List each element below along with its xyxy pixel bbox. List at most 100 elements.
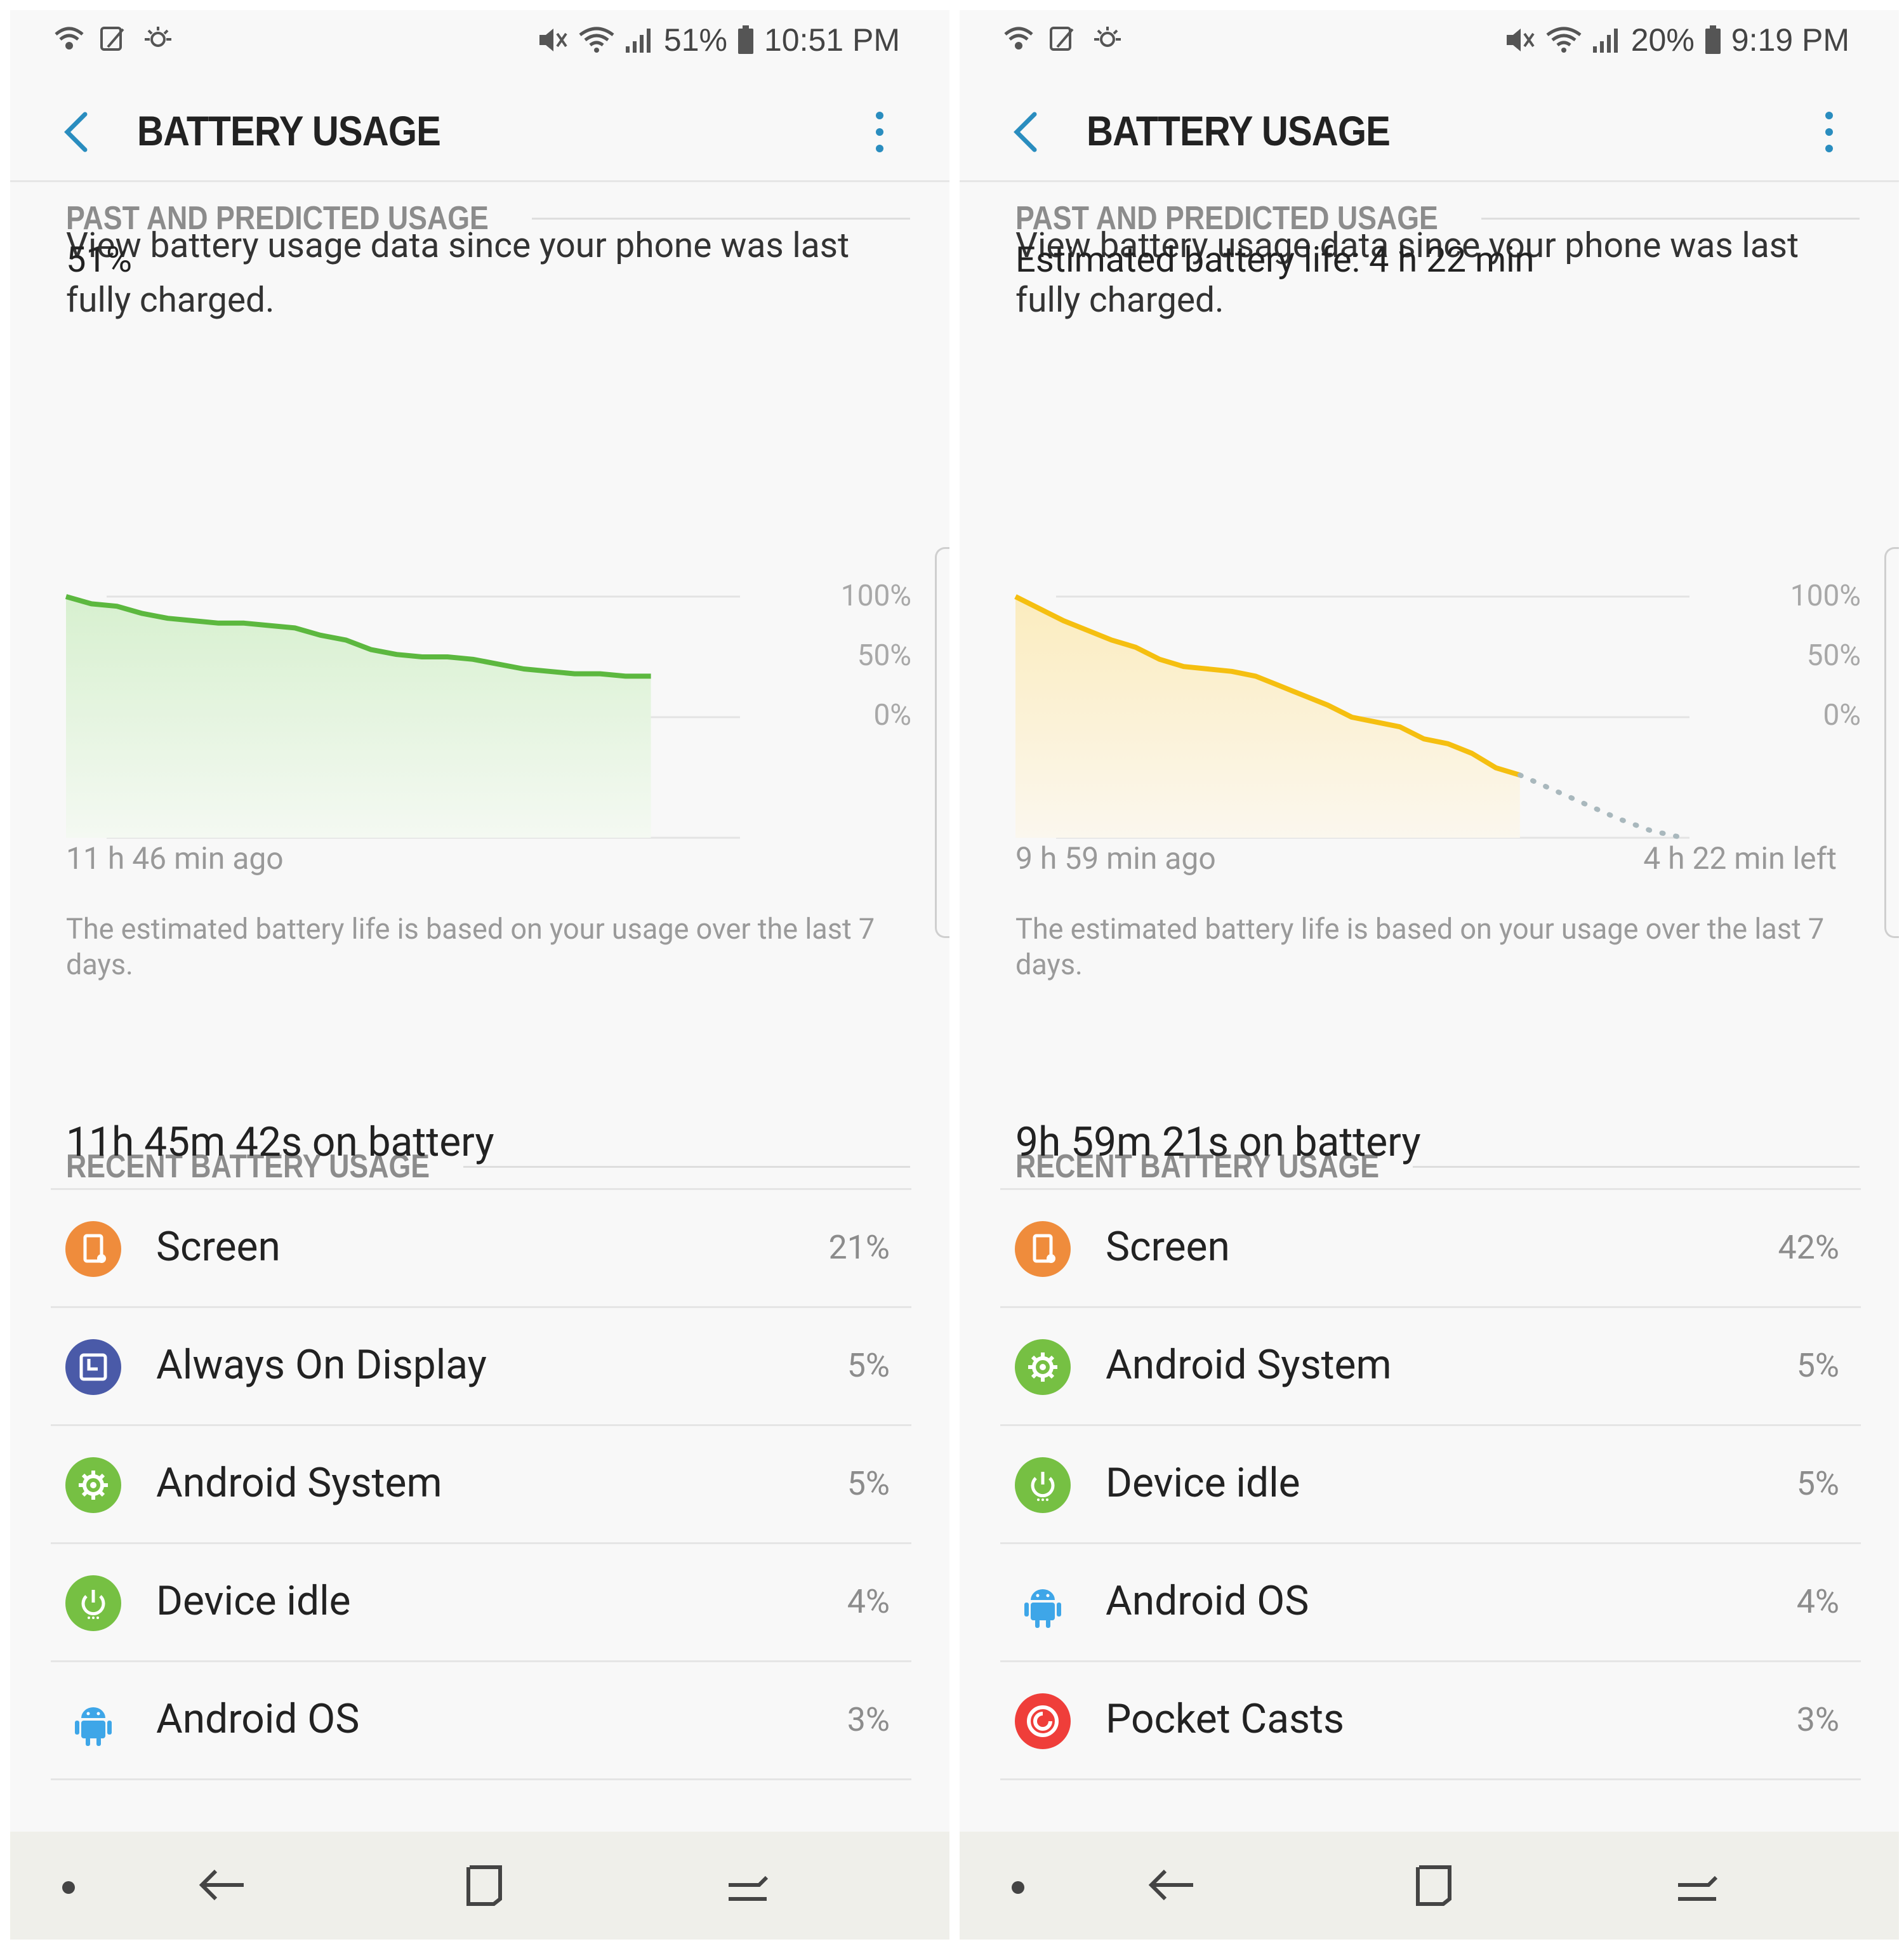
predicted-usage-line (1517, 772, 1686, 840)
page-title: BATTERY USAGE (137, 107, 441, 154)
app-usage-row[interactable]: Android OS 3% (51, 1660, 911, 1780)
y-tick-100: 100% (1790, 579, 1861, 613)
past-usage-header: PAST AND PREDICTED USAGE (66, 199, 910, 237)
usage-area (66, 597, 651, 838)
y-tick-50: 50% (857, 638, 911, 673)
intro-text: View battery usage data since your phone… (1015, 225, 1799, 321)
app-usage-row[interactable]: Android System 5% (51, 1424, 911, 1544)
wifi-call-icon (55, 27, 84, 50)
app-percent: 3% (847, 1700, 890, 1739)
status-bar: 20% 9:19 PM (960, 10, 1899, 80)
app-usage-row[interactable]: Pocket Casts 3% (1000, 1660, 1861, 1780)
navigation-bar (10, 1832, 949, 1940)
back-arrow-icon[interactable] (53, 107, 98, 157)
android-system-icon (1015, 1339, 1071, 1395)
battery-chart: 100% 50% 0% (10, 569, 949, 911)
app-name: Android System (156, 1459, 442, 1507)
chart-end-label: 4 h 22 min left (1643, 840, 1837, 876)
page-title: BATTERY USAGE (1087, 107, 1391, 154)
eye-comfort-icon (1094, 27, 1121, 47)
chart-start-label: 11 h 46 min ago (66, 840, 284, 876)
sync-icon (100, 27, 124, 51)
eye-comfort-icon (145, 27, 171, 47)
android-os-icon (1024, 1589, 1061, 1628)
app-percent: 4% (1796, 1582, 1839, 1621)
more-options-icon[interactable] (867, 107, 892, 157)
app-percent: 4% (847, 1582, 890, 1621)
app-bar: BATTERY USAGE (960, 80, 1899, 182)
app-name: Screen (156, 1223, 281, 1271)
estimate-note: The estimated battery life is based on y… (66, 912, 875, 981)
wifi-icon (1546, 27, 1582, 53)
app-percent: 5% (847, 1346, 890, 1385)
battery-percent: 20% (1630, 22, 1695, 58)
app-percent: 21% (828, 1228, 890, 1267)
nav-dot-icon[interactable] (1005, 1860, 1031, 1910)
device-idle-icon (1015, 1457, 1071, 1513)
app-percent: 5% (1796, 1464, 1839, 1503)
screen-icon (65, 1221, 121, 1277)
battery-icon (737, 25, 753, 54)
device-idle-icon (65, 1575, 121, 1631)
app-percent: 5% (847, 1464, 890, 1503)
app-percent: 42% (1778, 1228, 1839, 1267)
status-bar: 51% 10:51 PM (10, 10, 949, 80)
chart-caption: 51% (66, 239, 132, 281)
app-percent: 3% (1796, 1700, 1839, 1739)
app-usage-row[interactable]: Screen 21% (51, 1188, 911, 1308)
nav-dot-icon[interactable] (56, 1860, 81, 1910)
mute-icon (1506, 29, 1535, 51)
battery-icon (1705, 25, 1721, 54)
clock: 10:51 PM (764, 22, 900, 58)
nav-recents-icon[interactable] (720, 1860, 777, 1910)
app-name: Android System (1106, 1341, 1392, 1389)
edge-panel-handle[interactable] (935, 547, 949, 938)
back-arrow-icon[interactable] (1003, 107, 1047, 157)
y-tick-50: 50% (1806, 638, 1861, 673)
app-name: Device idle (156, 1577, 351, 1625)
past-usage-line (65, 594, 651, 679)
app-name: Device idle (1106, 1459, 1300, 1507)
intro-text: View battery usage data since your phone… (66, 225, 850, 321)
app-name: Android OS (156, 1695, 360, 1743)
clock: 9:19 PM (1731, 22, 1849, 58)
more-options-icon[interactable] (1816, 107, 1842, 157)
app-name: Pocket Casts (1106, 1695, 1344, 1743)
app-usage-row[interactable]: Device idle 4% (51, 1542, 911, 1662)
app-name: Screen (1106, 1223, 1230, 1271)
phone-screen-right: 20% 9:19 PM BATTERY USAGE View battery u… (960, 10, 1899, 1940)
phone-screen-left: 51% 10:51 PM BATTERY USAGE View battery … (10, 10, 949, 1940)
wifi-call-icon (1004, 27, 1033, 50)
chart-caption: Estimated battery life: 4 h 22 min (1015, 239, 1535, 281)
app-name: Always On Display (156, 1341, 487, 1389)
app-usage-row[interactable]: Android System 5% (1000, 1306, 1861, 1426)
recent-usage-header: RECENT BATTERY USAGE (1015, 1147, 1860, 1186)
app-usage-row[interactable]: Screen 42% (1000, 1188, 1861, 1308)
signal-icon (625, 29, 651, 53)
nav-recents-icon[interactable] (1669, 1860, 1726, 1910)
app-usage-row[interactable] (51, 1778, 911, 1898)
signal-icon (1592, 29, 1618, 53)
nav-back-icon[interactable] (194, 1860, 251, 1910)
app-bar: BATTERY USAGE (10, 80, 949, 182)
y-tick-100: 100% (840, 579, 911, 613)
time-on-battery: 9h 59m 21s on battery (1015, 1118, 1421, 1166)
wifi-icon (579, 27, 614, 53)
app-percent: 5% (1796, 1346, 1839, 1385)
usage-area (1015, 597, 1520, 838)
app-usage-row[interactable]: Always On Display 5% (51, 1306, 911, 1426)
edge-panel-handle[interactable] (1884, 547, 1899, 938)
nav-back-icon[interactable] (1144, 1860, 1201, 1910)
app-usage-row[interactable] (1000, 1778, 1861, 1898)
nav-home-icon[interactable] (1405, 1860, 1462, 1910)
nav-home-icon[interactable] (456, 1860, 513, 1910)
y-tick-0: 0% (873, 698, 911, 732)
always-on-display-icon (65, 1339, 121, 1395)
android-system-icon (65, 1457, 121, 1513)
app-usage-row[interactable]: Device idle 5% (1000, 1424, 1861, 1544)
navigation-bar (960, 1832, 1899, 1940)
pocket-casts-icon (1015, 1693, 1071, 1749)
estimate-note: The estimated battery life is based on y… (1015, 912, 1825, 981)
screen-icon (1015, 1221, 1071, 1277)
app-usage-row[interactable]: Android OS 4% (1000, 1542, 1861, 1662)
